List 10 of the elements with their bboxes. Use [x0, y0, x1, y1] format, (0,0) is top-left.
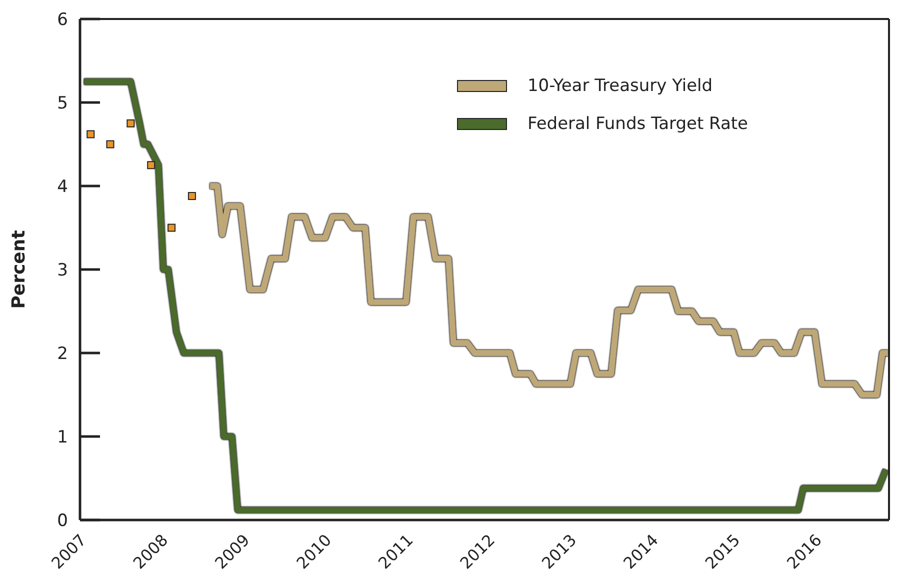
y-tick-label: 0: [57, 511, 68, 532]
y-tick-label: 4: [57, 177, 68, 198]
y-tick-label: 3: [57, 260, 68, 281]
y-tick-label: 1: [57, 428, 68, 448]
y-tick-label: 6: [57, 10, 68, 30]
y-axis-title: Percent: [8, 230, 30, 309]
legend-label: 10-Year Treasury Yield: [527, 76, 713, 96]
y-tick-label: 5: [57, 94, 68, 114]
y-tick-label: 2: [57, 344, 68, 364]
legend-label: Federal Funds Target Rate: [527, 114, 748, 134]
